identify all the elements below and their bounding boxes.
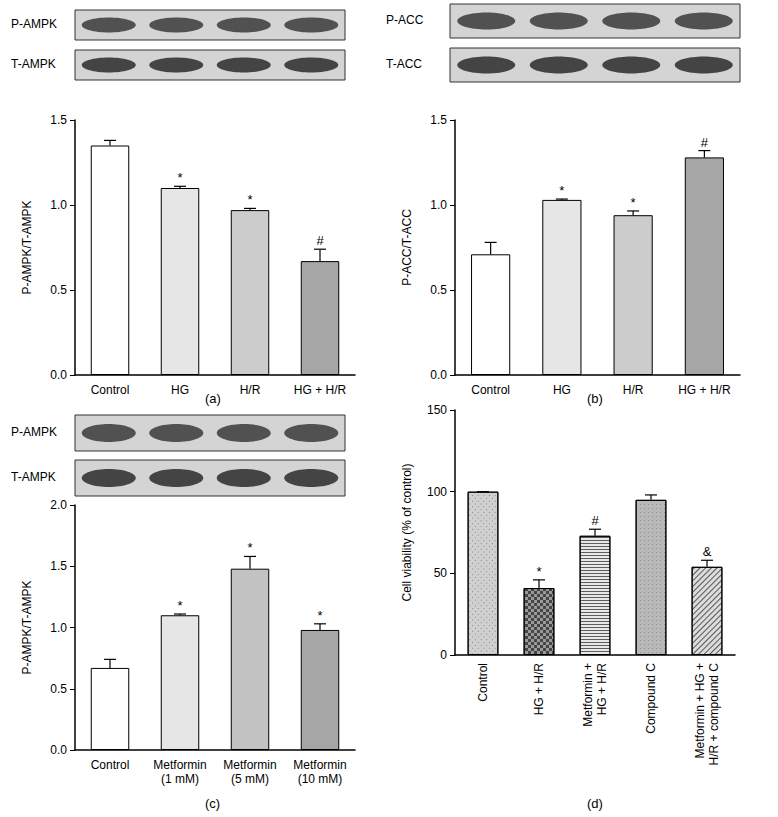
svg-text:(b): (b) <box>587 391 603 406</box>
svg-text:T-AMPK: T-AMPK <box>11 57 56 71</box>
svg-text:Metformin + HG +: Metformin + HG + <box>693 663 707 758</box>
svg-text:Metformin: Metformin <box>223 758 276 772</box>
svg-text:0.5: 0.5 <box>430 283 447 297</box>
svg-text:Compound C: Compound C <box>644 663 658 734</box>
svg-text:&: & <box>703 544 712 559</box>
svg-text:1.0: 1.0 <box>50 198 67 212</box>
svg-text:0.5: 0.5 <box>50 682 67 696</box>
svg-text:P-AMPK/T-AMPK: P-AMPK/T-AMPK <box>20 200 34 294</box>
svg-text:*: * <box>247 540 252 555</box>
svg-text:P-ACC: P-ACC <box>386 13 424 27</box>
svg-text:*: * <box>247 192 252 207</box>
svg-text:0.0: 0.0 <box>50 368 67 382</box>
svg-text:H/R: H/R <box>240 383 261 397</box>
svg-text:0.0: 0.0 <box>430 368 447 382</box>
svg-text:100: 100 <box>427 485 447 499</box>
svg-text:*: * <box>536 564 541 579</box>
svg-text:*: * <box>631 195 636 210</box>
svg-text:0: 0 <box>440 648 447 662</box>
svg-text:(d): (d) <box>587 796 603 811</box>
svg-text:0.0: 0.0 <box>50 743 67 757</box>
svg-text:Control: Control <box>476 663 490 702</box>
svg-text:(10 mM): (10 mM) <box>298 772 343 786</box>
svg-text:1.5: 1.5 <box>50 559 67 573</box>
svg-text:HG + H/R: HG + H/R <box>532 663 546 716</box>
svg-text:#: # <box>701 135 709 150</box>
svg-text:*: * <box>317 608 322 623</box>
svg-text:(1 mM): (1 mM) <box>161 772 199 786</box>
svg-text:HG + H/R: HG + H/R <box>678 383 731 397</box>
svg-text:50: 50 <box>434 566 448 580</box>
svg-text:*: * <box>559 183 564 198</box>
svg-text:1.0: 1.0 <box>430 198 447 212</box>
svg-text:HG + H/R: HG + H/R <box>294 383 347 397</box>
svg-text:1.0: 1.0 <box>50 621 67 635</box>
svg-text:P-AMPK: P-AMPK <box>11 17 57 31</box>
svg-text:1.5: 1.5 <box>50 113 67 127</box>
svg-text:*: * <box>177 170 182 185</box>
svg-text:H/R + compound C: H/R + compound C <box>707 663 721 766</box>
svg-text:#: # <box>591 513 599 528</box>
svg-text:T-ACC: T-ACC <box>386 57 422 71</box>
svg-text:HG: HG <box>171 383 189 397</box>
svg-text:P-ACC/T-ACC: P-ACC/T-ACC <box>400 209 414 286</box>
svg-text:Control: Control <box>91 383 130 397</box>
svg-text:Cell viability (% of control): Cell viability (% of control) <box>400 463 414 601</box>
svg-text:(a): (a) <box>205 391 221 406</box>
svg-text:*: * <box>177 598 182 613</box>
svg-text:Metformin +: Metformin + <box>581 663 595 727</box>
svg-text:(5 mM): (5 mM) <box>231 772 269 786</box>
svg-text:HG: HG <box>553 383 571 397</box>
svg-text:Metformin: Metformin <box>153 758 206 772</box>
svg-text:H/R: H/R <box>623 383 644 397</box>
svg-text:T-AMPK: T-AMPK <box>11 470 56 484</box>
svg-text:0.5: 0.5 <box>50 283 67 297</box>
svg-text:(c): (c) <box>205 796 220 811</box>
svg-text:1.5: 1.5 <box>430 113 447 127</box>
svg-text:P-AMPK/T-AMPK: P-AMPK/T-AMPK <box>20 580 34 674</box>
svg-text:HG + H/R: HG + H/R <box>595 663 609 716</box>
svg-text:Metformin: Metformin <box>293 758 346 772</box>
svg-text:2.0: 2.0 <box>50 498 67 512</box>
svg-text:Control: Control <box>471 383 510 397</box>
svg-text:P-AMPK: P-AMPK <box>11 425 57 439</box>
svg-text:#: # <box>316 233 324 248</box>
svg-text:150: 150 <box>427 403 447 417</box>
svg-text:Control: Control <box>91 758 130 772</box>
